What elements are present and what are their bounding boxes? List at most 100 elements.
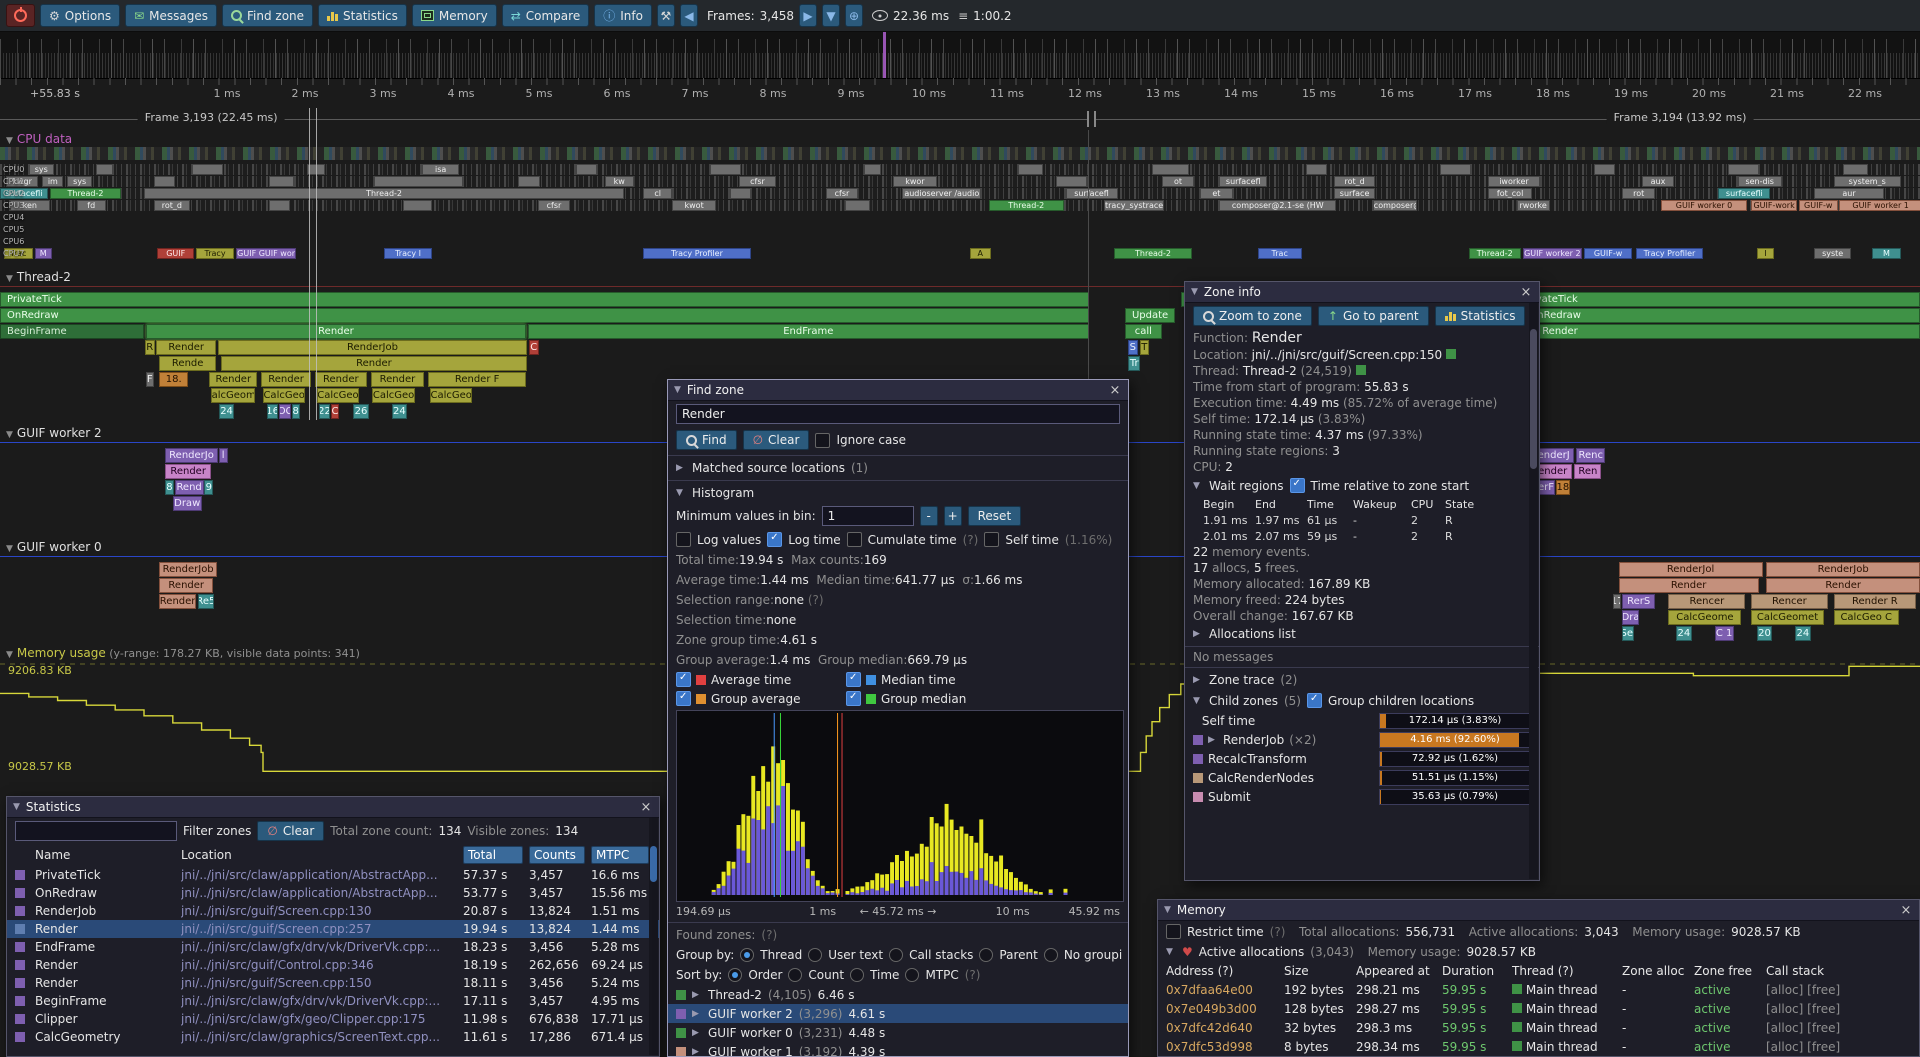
find-button[interactable]: Find	[676, 430, 737, 450]
cpu-zone-segment[interactable]: Thread-2	[1113, 248, 1193, 259]
cpu-zone-segment[interactable]: I	[1756, 248, 1775, 259]
zone-segment[interactable]: Render	[209, 372, 258, 387]
cpu-zone-segment[interactable]	[1728, 164, 1759, 175]
toolbar-button-info[interactable]: ⓘ Info	[594, 4, 652, 27]
zone-segment[interactable]: Rencer	[1668, 594, 1746, 609]
group-children-checkbox[interactable]	[1306, 693, 1322, 708]
log-values-checkbox[interactable]	[676, 532, 691, 547]
zone-segment[interactable]: 26	[353, 404, 369, 419]
cpu-zone-segment[interactable]	[192, 164, 223, 175]
section-label-guif-worker-2[interactable]: ▼ GUIF worker 2	[6, 426, 102, 440]
cpu-zone-segment[interactable]: Thread-2	[1468, 248, 1521, 259]
zone-segment[interactable]: OC	[279, 404, 291, 419]
clear-button[interactable]: ∅ Clear	[742, 430, 810, 450]
zone-segment[interactable]: l	[218, 448, 228, 463]
zone-segment[interactable]: Render R	[1833, 594, 1917, 609]
zone-segment[interactable]: 24	[391, 404, 408, 419]
zone-segment[interactable]: 9	[204, 480, 214, 495]
order-radio[interactable]	[728, 968, 743, 982]
statistics-row[interactable]: PrivateTick jni/../jni/src/claw/applicati…	[7, 866, 659, 884]
log-time-checkbox[interactable]	[767, 532, 783, 547]
found-zone-group[interactable]: ▶ GUIF worker 1 (3,192) 4.39 s	[668, 1042, 1128, 1056]
timeline[interactable]: ▼ CPU data CPU0 sys isa CPU1 kwgr im sys kw cfsr kw…	[0, 130, 1920, 1057]
time-relative-checkbox[interactable]	[1289, 478, 1305, 493]
cpu-zone-segment[interactable]: fd	[76, 200, 106, 211]
frame-label-left[interactable]: Frame 3,193 (22.45 ms)	[137, 111, 285, 124]
zone-segment[interactable]: Sel	[1622, 626, 1634, 641]
cpu-zone-segment[interactable]	[1593, 164, 1615, 175]
section-label-cpu-data[interactable]: ▼ CPU data	[6, 132, 72, 146]
found-zone-group[interactable]: ▶ Thread-2 (4,105) 6.46 s	[668, 985, 1128, 1004]
child-zone-row[interactable]: Submit 35.63 µs (0.79%)	[1185, 787, 1539, 806]
memory-allocation-row[interactable]: 0x7dfc42d640 32 bytes 298.3 ms 59.95 s Main…	[1158, 1018, 1919, 1037]
zone-segment[interactable]: PrivateTick	[0, 292, 1089, 307]
clear-filter-button[interactable]: ∅ Clear	[257, 821, 325, 841]
cpu-zone-segment[interactable]: GUIF worker 0	[1660, 200, 1748, 211]
zone-info-scrollbar[interactable]	[1529, 303, 1538, 879]
frame-histogram-strip[interactable]	[0, 32, 1920, 79]
go-to-parent-button[interactable]: ↑ Go to parent	[1317, 306, 1429, 326]
found-zone-group[interactable]: ▶ GUIF worker 2 (3,296) 4.61 s	[668, 1004, 1128, 1023]
memory-allocation-row[interactable]: 0x7dfc53d998 8 bytes 298.34 ms 59.95 s Main…	[1158, 1037, 1919, 1056]
zone-segment[interactable]: RenderJol	[1618, 562, 1763, 577]
zone-segment[interactable]: Render	[370, 372, 425, 387]
group-average-checkbox[interactable]	[676, 691, 691, 706]
cpu-zone-segment[interactable]: isa	[422, 164, 459, 175]
cpu-zone-segment[interactable]	[1152, 164, 1189, 175]
cpu-zone-segment[interactable]: Thread-2	[144, 188, 625, 199]
zone-segment[interactable]: T	[1139, 340, 1150, 355]
cpu-zone-segment[interactable]: cl	[643, 188, 673, 199]
cpu-zone-segment[interactable]: sys	[67, 176, 93, 187]
cpu-zone-segment[interactable]	[1843, 164, 1869, 175]
cpu-zone-segment[interactable]: GUIF GUIF wor	[236, 248, 296, 259]
toolbar-button-statistics[interactable]: Statistics	[318, 4, 407, 27]
no-groupi-radio[interactable]	[1043, 948, 1058, 962]
active-allocations-header[interactable]: ▼ ♥ Active allocations (3,043) Memory usage…	[1166, 945, 1537, 959]
wait-regions-header[interactable]: ▼Wait regionsTime relative to zone start	[1185, 475, 1539, 496]
zone-segment[interactable]: CalcGeome	[211, 388, 256, 403]
cpu-zone-segment[interactable]	[153, 176, 175, 187]
cpu-zone-segment[interactable]: fot_col	[1488, 188, 1533, 199]
cpu-zone-segment[interactable]: surface	[1334, 188, 1375, 199]
count-radio[interactable]	[788, 968, 803, 982]
cpu-zone-segment[interactable]: kwor	[892, 176, 938, 187]
cpu-zone-segment[interactable]: rot_d	[1334, 176, 1375, 187]
zone-segment[interactable]: Rende	[159, 356, 216, 371]
cpu-zone-segment[interactable]: composer@2.1-se (HW	[1219, 200, 1337, 211]
child-zone-row[interactable]: Self time 172.14 µs (3.83%)	[1185, 711, 1539, 730]
statistics-button[interactable]: Statistics	[1434, 306, 1526, 326]
cpu-zone-segment[interactable]: sys	[28, 164, 54, 175]
close-icon[interactable]: ×	[640, 799, 652, 815]
cpu-zone-segment[interactable]	[576, 164, 598, 175]
cpu-zone-segment[interactable]: Tracy	[195, 248, 235, 259]
memory-allocation-row[interactable]: 0x7dfaa64e00 192 bytes 298.21 ms 59.95 s Ma…	[1158, 980, 1919, 999]
zone-segment[interactable]: call	[1125, 324, 1162, 339]
restrict-time-checkbox[interactable]	[1166, 924, 1181, 939]
child-zone-row[interactable]: RecalcTransform 72.92 µs (1.62%)	[1185, 749, 1539, 768]
zone-segment[interactable]: Update	[1125, 308, 1176, 323]
zone-segment[interactable]: 16	[266, 404, 279, 419]
min-bin-input[interactable]	[821, 506, 914, 526]
cpu-zone-segment[interactable]: surfacefl	[1219, 176, 1268, 187]
cpu-zone-segment[interactable]	[403, 200, 433, 211]
cpu-zone-segment[interactable]: kw	[604, 176, 634, 187]
call-stacks-radio[interactable]	[889, 948, 904, 962]
cpu-zone-segment[interactable]	[1017, 164, 1043, 175]
zone-segment[interactable]: Render	[165, 464, 212, 479]
zone-segment[interactable]: 20	[1756, 626, 1773, 641]
cpu-zone-segment[interactable]: Thread-2	[49, 188, 122, 199]
zone-segment[interactable]: CalcGeomet	[1751, 610, 1824, 625]
cpu-zone-segment[interactable]: audioserver /audio	[902, 188, 982, 199]
cpu-zone-segment[interactable]: tracy_systrace	[1104, 200, 1164, 211]
cpu-zone-segment[interactable]: Trac	[1257, 248, 1302, 259]
user-text-radio[interactable]	[808, 948, 823, 962]
zone-segment[interactable]: Dra	[1622, 610, 1639, 625]
zone-segment[interactable]: Render	[156, 340, 216, 355]
cpu-zone-segment[interactable]: ot	[1161, 176, 1195, 187]
cpu-zone-segment[interactable]: aur	[1814, 188, 1884, 199]
toolbar-button-find-zone[interactable]: Find zone	[222, 4, 314, 27]
zone-segment[interactable]: CalcGeo	[316, 388, 360, 403]
close-icon[interactable]: ×	[1520, 284, 1532, 300]
zone-segment[interactable]: CalcGeo	[372, 388, 415, 403]
statistics-row[interactable]: BeginFrame jni/../jni/src/claw/gfx/drv/vk…	[7, 992, 659, 1010]
